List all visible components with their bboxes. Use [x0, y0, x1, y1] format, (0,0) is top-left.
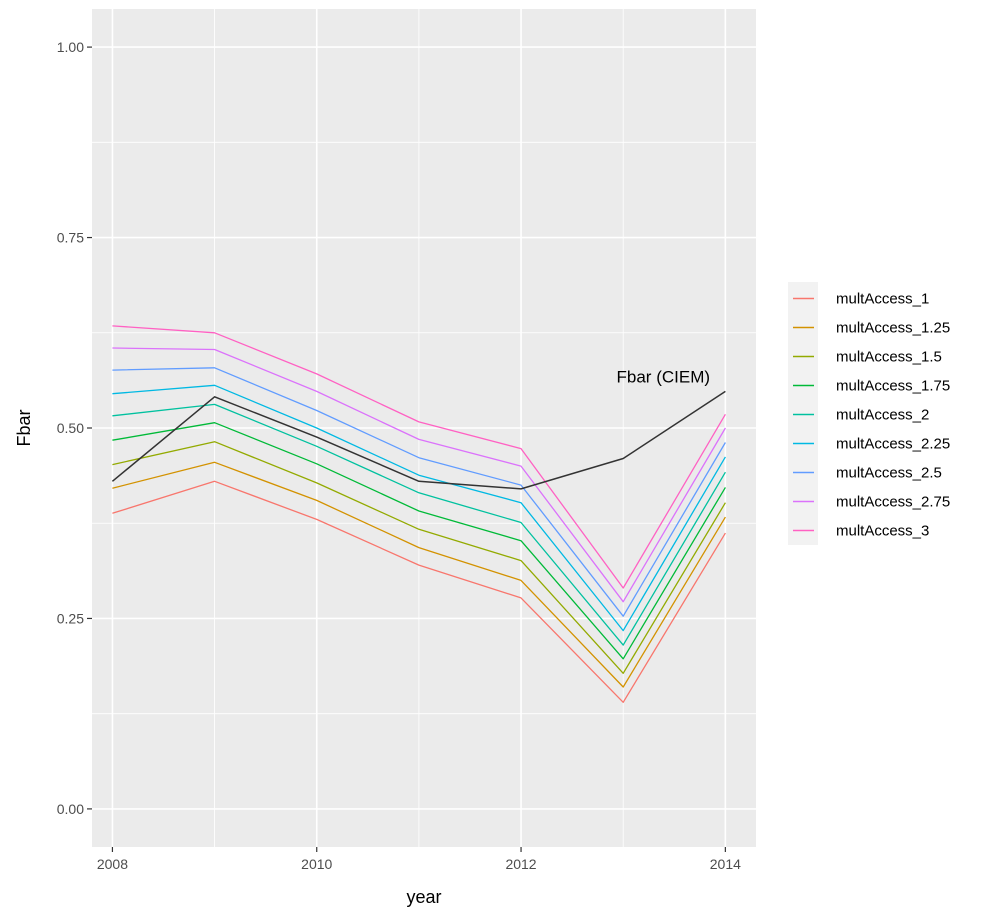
legend-key-box	[790, 284, 817, 311]
legend-label: multAccess_2.5	[836, 465, 942, 482]
legend-key-box	[790, 342, 817, 369]
legend-key-box	[790, 313, 817, 340]
legend-label: multAccess_3	[836, 523, 929, 540]
x-tick-label: 2014	[710, 856, 741, 872]
legend-key-box	[790, 371, 817, 398]
legend-key-box	[790, 487, 817, 514]
legend-key-box	[790, 429, 817, 456]
x-tick-label: 2008	[97, 856, 128, 872]
legend: multAccess_1 multAccess_1.25 multAccess_1.…	[788, 282, 950, 545]
x-axis-title: year	[406, 887, 441, 907]
legend-label: multAccess_2.25	[836, 436, 950, 453]
legend-label: multAccess_2.75	[836, 494, 950, 511]
annotation-label: Fbar (CIEM)	[617, 367, 711, 386]
series-line-multAccess_2	[112, 403, 726, 646]
x-tick-label: 2012	[505, 856, 536, 872]
y-axis-title: Fbar	[14, 409, 34, 446]
legend-key-box	[790, 400, 817, 427]
legend-label: multAccess_1	[836, 291, 929, 308]
annotations: Fbar (CIEM)	[617, 367, 711, 386]
legend-key-box	[790, 516, 817, 543]
series-line-multAccess_3	[112, 325, 726, 589]
series-lines	[111, 325, 726, 703]
y-tick-label: 0.25	[57, 610, 84, 626]
y-tick-label: 0.00	[57, 801, 84, 817]
legend-label: multAccess_2	[836, 407, 929, 424]
x-tick-label: 2010	[301, 856, 332, 872]
series-line-multAccess_1	[112, 480, 726, 703]
y-tick-label: 0.50	[57, 420, 84, 436]
legend-label: multAccess_1.25	[836, 320, 950, 337]
legend-label: multAccess_1.5	[836, 349, 942, 366]
y-axis: 0.00 0.25 0.50 0.75 1.00	[57, 39, 92, 817]
series-line-multAccess_1.25	[112, 461, 726, 688]
series-line-fbar-ciem	[111, 390, 726, 490]
legend-key-box	[790, 458, 817, 485]
series-line-multAccess_2.75	[112, 347, 726, 603]
series-line-multAccess_1.75	[112, 422, 726, 660]
series-line-multAccess_1.5	[112, 441, 726, 674]
series-line-multAccess_2.5	[112, 367, 726, 617]
y-tick-label: 1.00	[57, 39, 84, 55]
legend-label: multAccess_1.75	[836, 378, 950, 395]
series-line-multAccess_2.25	[112, 384, 726, 632]
x-axis: 2008 2010 2012 2014	[97, 847, 741, 872]
y-tick-label: 0.75	[57, 230, 84, 246]
